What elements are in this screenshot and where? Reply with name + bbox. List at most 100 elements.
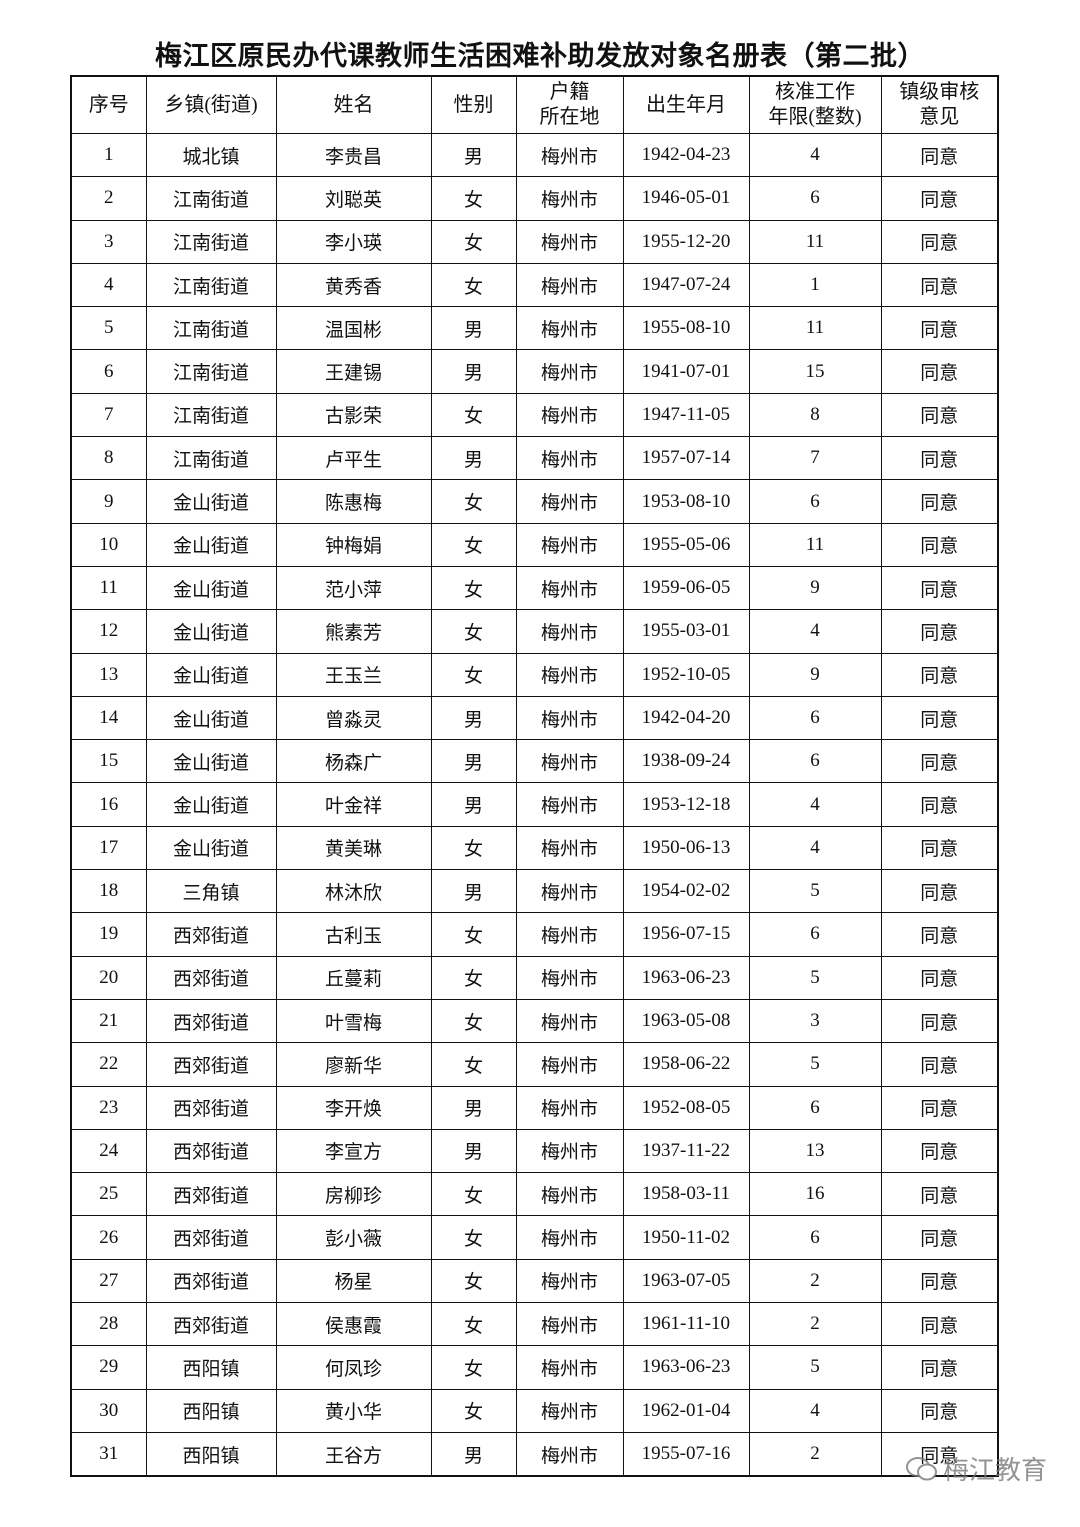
table-row: 25 西郊街道 房柳珍女梅州市 1958-03-11 16 同意 [70, 1172, 999, 1217]
table-cell: 女 [430, 565, 517, 611]
header-cell: 姓名 [275, 75, 432, 134]
table-cell: 22 [70, 1042, 147, 1087]
table-cell: 1954-02-02 [622, 869, 750, 914]
table-cell: 同意 [880, 912, 999, 957]
table-cell: 1955-12-20 [622, 219, 750, 264]
table-cell: 13 [748, 1128, 882, 1174]
table-cell: 3 [748, 998, 882, 1044]
table-cell: 同意 [880, 1172, 999, 1217]
table-cell: 男 [430, 306, 517, 351]
table-cell: 男 [430, 436, 517, 481]
table-cell: 1958-03-11 [622, 1172, 750, 1217]
table-cell: 女 [430, 912, 517, 957]
table-cell: 城北镇 [145, 132, 277, 178]
table-cell: 李宣方 [275, 1128, 432, 1174]
table-cell: 梅州市 [515, 1042, 624, 1087]
table-head: 序号 乡镇(街道) 姓名 性别 户籍 所在地 出生年月 核准工作 年限(整数) 镇级审核 意见 [70, 75, 999, 134]
table-row: 23 西郊街道 李开焕男梅州市 1952-08-05 6 同意 [70, 1085, 999, 1130]
table-row: 4 江南街道 黄秀香女梅州市 1947-07-24 1 同意 [70, 262, 999, 308]
table-row: 24 西郊街道 李宣方男梅州市 1937-11-22 13 同意 [70, 1128, 999, 1174]
table-cell: 彭小薇 [275, 1215, 432, 1260]
table-row: 20 西郊街道 丘蔓莉女梅州市 1963-06-23 5 同意 [70, 955, 999, 1000]
table-row: 10 金山街道 钟梅娟女梅州市 1955-05-06 11 同意 [70, 522, 999, 567]
table-row: 13 金山街道 王玉兰女梅州市 1952-10-05 9 同意 [70, 652, 999, 697]
table-cell: 9 [748, 565, 882, 611]
table-cell: 4 [748, 825, 882, 871]
table-cell: 西郊街道 [145, 1128, 277, 1174]
table-cell: 4 [748, 609, 882, 654]
table-cell: 梅州市 [515, 219, 624, 264]
table-cell: 古利玉 [275, 912, 432, 957]
table-cell: 2 [748, 1302, 882, 1347]
header-cell: 出生年月 [622, 75, 750, 134]
table-cell: 梅州市 [515, 869, 624, 914]
table-cell: 12 [70, 609, 147, 654]
table-cell: 同意 [880, 955, 999, 1000]
table-cell: 20 [70, 955, 147, 1000]
table-cell: 1953-08-10 [622, 479, 750, 524]
table-cell: 西郊街道 [145, 1172, 277, 1217]
table-cell: 黄秀香 [275, 262, 432, 308]
table-cell: 同意 [880, 392, 999, 438]
table-cell: 梅州市 [515, 912, 624, 957]
table-cell: 叶金祥 [275, 782, 432, 827]
wechat-icon [906, 1456, 937, 1480]
table-cell: 同意 [880, 1215, 999, 1260]
table-cell: 2 [748, 1431, 882, 1477]
table-cell: 31 [70, 1431, 147, 1477]
table-cell: 1952-08-05 [622, 1085, 750, 1130]
table-cell: 6 [748, 912, 882, 957]
table-cell: 11 [748, 522, 882, 567]
table-cell: 23 [70, 1085, 147, 1130]
table-cell: 同意 [880, 262, 999, 308]
table-cell: 女 [430, 522, 517, 567]
table-cell: 1953-12-18 [622, 782, 750, 827]
table-cell: 江南街道 [145, 219, 277, 264]
table-cell: 女 [430, 1302, 517, 1347]
table-row: 29 西阳镇 何凤珍女梅州市 1963-06-23 5 同意 [70, 1345, 999, 1390]
table-cell: 温国彬 [275, 306, 432, 351]
table-cell: 梅州市 [515, 1431, 624, 1477]
table-row: 22 西郊街道 廖新华女梅州市 1958-06-22 5 同意 [70, 1042, 999, 1087]
table-cell: 16 [70, 782, 147, 827]
table-cell: 1955-08-10 [622, 306, 750, 351]
table-row: 12 金山街道 熊素芳女梅州市 1955-03-01 4 同意 [70, 609, 999, 654]
table-cell: 西郊街道 [145, 1215, 277, 1260]
table-row: 18 三角镇 林沐欣男梅州市 1954-02-02 5 同意 [70, 869, 999, 914]
table-cell: 4 [70, 262, 147, 308]
table-cell: 同意 [880, 652, 999, 697]
roster-table: 序号 乡镇(街道) 姓名 性别 户籍 所在地 出生年月 核准工作 年限(整数) 镇级审核 意见… [70, 75, 999, 1478]
table-cell: 21 [70, 998, 147, 1044]
table-cell: 杨森广 [275, 739, 432, 784]
table-cell: 三角镇 [145, 869, 277, 914]
table-cell: 5 [748, 1345, 882, 1390]
table-cell: 同意 [880, 522, 999, 567]
table-cell: 男 [430, 695, 517, 741]
table-cell: 7 [70, 392, 147, 438]
table-cell: 1955-05-06 [622, 522, 750, 567]
table-cell: 梅州市 [515, 392, 624, 438]
table-cell: 30 [70, 1388, 147, 1433]
table-cell: 梅州市 [515, 349, 624, 394]
table-cell: 男 [430, 132, 517, 178]
table-cell: 1963-05-08 [622, 998, 750, 1044]
table-cell: 丘蔓莉 [275, 955, 432, 1000]
table-cell: 19 [70, 912, 147, 957]
table-cell: 梅州市 [515, 479, 624, 524]
table-row: 3 江南街道 李小瑛女梅州市 1955-12-20 11 同意 [70, 219, 999, 264]
table-cell: 金山街道 [145, 522, 277, 567]
table-row: 2 江南街道 刘聪英女梅州市 1946-05-01 6 同意 [70, 176, 999, 221]
table-cell: 1 [70, 132, 147, 178]
table-cell: 1959-06-05 [622, 565, 750, 611]
table-cell: 梅州市 [515, 652, 624, 697]
table-cell: 同意 [880, 349, 999, 394]
table-cell: 11 [70, 565, 147, 611]
table-cell: 15 [70, 739, 147, 784]
table-cell: 6 [748, 176, 882, 221]
table-row: 21 西郊街道 叶雪梅女梅州市 1963-05-08 3 同意 [70, 998, 999, 1044]
table-row: 16 金山街道 叶金祥男梅州市 1953-12-18 4 同意 [70, 782, 999, 827]
table-cell: 同意 [880, 1388, 999, 1433]
watermark: 梅江教育 [905, 1450, 1047, 1487]
table-cell: 9 [748, 652, 882, 697]
